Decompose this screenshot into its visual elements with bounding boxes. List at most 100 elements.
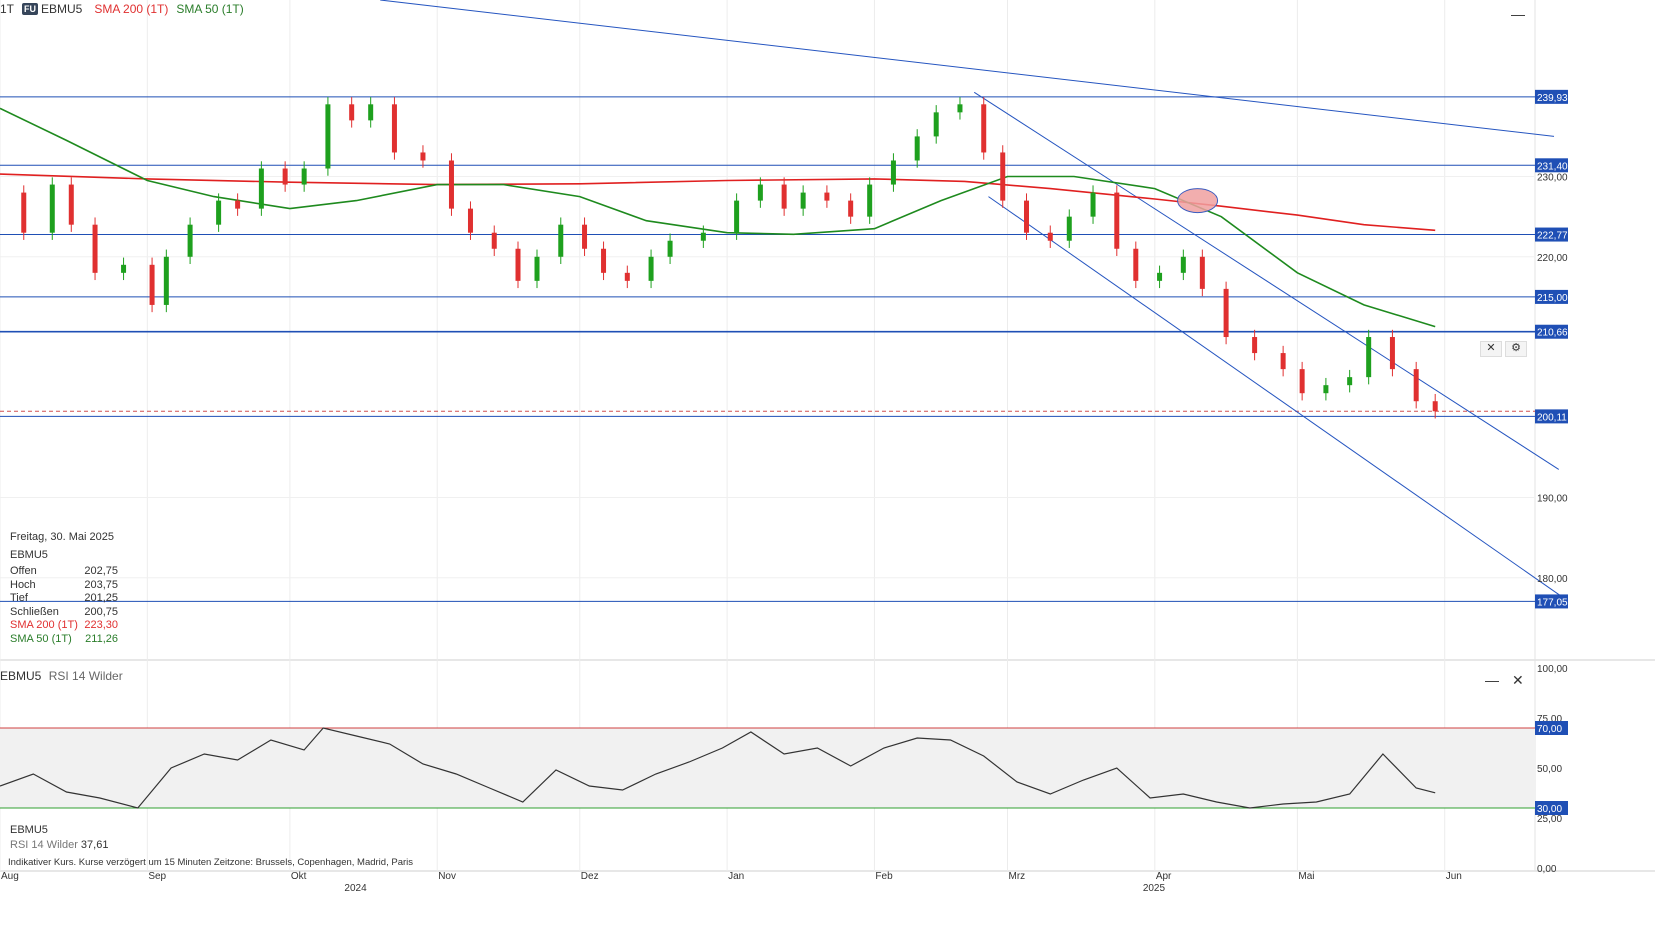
trendline-1 (973, 91, 1560, 470)
price-level-label-2: 222,77 (1537, 231, 1568, 242)
candle-body (624, 272, 630, 281)
candle-body (1389, 337, 1395, 370)
price-level-badge-4 (1535, 324, 1568, 339)
month-label-1: Sep (148, 871, 166, 882)
moving-averages (0, 107, 1436, 328)
month-label-9: Mai (1298, 871, 1314, 882)
candle-body (1299, 369, 1305, 394)
price-level-badge-6 (1535, 594, 1568, 609)
candle-body (734, 200, 740, 233)
candle-body (92, 224, 98, 273)
price-level-badge-0 (1535, 89, 1568, 104)
price-level-badge-3 (1535, 289, 1568, 304)
candle-body (1199, 256, 1205, 289)
rsi-panel-close-icon[interactable]: ✕ (1512, 672, 1524, 688)
year-label-0: 2024 (344, 883, 367, 894)
main-panel-minimize-icon[interactable]: — (1511, 6, 1525, 22)
candle-body (68, 184, 74, 225)
month-label-4: Dez (581, 871, 599, 882)
candle-body (1024, 200, 1030, 233)
month-label-8: Apr (1156, 871, 1172, 882)
candle-body (216, 200, 222, 225)
rsi-band-layer (0, 727, 1535, 809)
candle-body (1000, 152, 1006, 201)
rsi-level-label-0: 70,00 (1537, 724, 1562, 735)
drawing-close-icon[interactable]: ✕ (1480, 341, 1502, 357)
futures-badge-icon: FU (22, 3, 39, 15)
axis-labels: Aug Sep Okt Nov Dez Jan Feb Mrz Apr Mai Jun 2024 202… (1, 89, 1568, 894)
candle-body (890, 160, 896, 185)
trendline-2 (988, 196, 1564, 599)
candle-body (914, 136, 920, 161)
rsi-level-badge-1 (1535, 801, 1568, 815)
candle-body (700, 232, 706, 241)
price-level-badge-2 (1535, 227, 1568, 242)
candle-body (1223, 288, 1229, 338)
interval-label[interactable]: 1T (0, 2, 15, 16)
sma200-legend[interactable]: SMA 200 (1T) (94, 2, 169, 16)
rsi-tick-1: 25,00 (1537, 814, 1562, 825)
rsi-indicator (0, 727, 1436, 809)
rsi-line (0, 727, 1436, 809)
candle-body (601, 248, 607, 273)
candle-body (781, 184, 787, 209)
candle-body (1047, 232, 1053, 241)
candle-body (1180, 256, 1186, 273)
candle-body (301, 168, 307, 185)
candle-body (534, 256, 540, 281)
candle-body (1114, 192, 1120, 249)
price-level-badge-5 (1535, 409, 1568, 424)
month-label-0: Aug (1, 871, 19, 882)
candle-body (491, 232, 497, 249)
candle-body (467, 208, 473, 233)
candle-body (1157, 272, 1163, 281)
rsi-level-label-1: 30,00 (1537, 804, 1562, 815)
drawing-settings-icon[interactable]: ⚙ (1505, 341, 1527, 357)
candle-body (848, 200, 854, 217)
price-level-lines (0, 96, 1535, 602)
sma50-legend[interactable]: SMA 50 (1T) (176, 2, 244, 16)
rsi-tick-0: 0,00 (1537, 864, 1557, 875)
candle-body (1432, 401, 1438, 412)
candle-body (800, 192, 806, 209)
price-level-label-1: 231,40 (1537, 161, 1568, 172)
month-label-6: Feb (875, 871, 893, 882)
sma50-line (0, 107, 1436, 328)
candle-body (1413, 369, 1419, 402)
rsi-legend-indicator[interactable]: RSI 14 Wilder (48, 669, 123, 683)
candle-body (420, 152, 426, 161)
info-row-sma200: SMA 200 (1T) 223,30 (10, 619, 118, 631)
candle-body (1090, 192, 1096, 217)
month-label-3: Nov (438, 871, 456, 882)
candle-body (1066, 216, 1072, 241)
candle-body (981, 104, 987, 153)
candle-body (149, 264, 155, 305)
rsi-tick-4: 100,00 (1537, 664, 1568, 675)
rsi-info-label: RSI 14 Wilder (10, 839, 78, 851)
candle-body (1252, 337, 1258, 354)
rsi-level-badge-0 (1535, 721, 1568, 735)
candle-body (1133, 248, 1139, 281)
rsi-legend-symbol[interactable]: EBMU5 (0, 669, 42, 683)
candle-body (667, 240, 673, 257)
candle-body (391, 104, 397, 153)
price-level-label-4: 210,66 (1537, 328, 1568, 339)
candle-body (163, 256, 169, 305)
candle-body (824, 192, 830, 201)
symbol-label[interactable]: EBMU5 (41, 2, 83, 16)
rsi-legend: EBMU5 RSI 14 Wilder (0, 669, 123, 683)
month-label-7: Mrz (1008, 871, 1025, 882)
delay-footnote: Indikativer Kurs. Kurse verzögert um 15 … (8, 857, 413, 868)
rsi-band (0, 728, 1535, 808)
chart-legend: 1T FU EBMU5 SMA 200 (1T) SMA 50 (1T) (0, 1, 244, 17)
candle-body (282, 168, 288, 185)
candle-body (1347, 377, 1353, 386)
info-symbol: EBMU5 (10, 548, 48, 561)
rsi-panel-minimize-icon[interactable]: — (1485, 672, 1499, 688)
candle-body (448, 160, 454, 209)
candle-body (258, 168, 264, 209)
candle-body (933, 112, 939, 137)
rsi-tick-3: 75,00 (1537, 714, 1562, 725)
candle-body (187, 224, 193, 257)
